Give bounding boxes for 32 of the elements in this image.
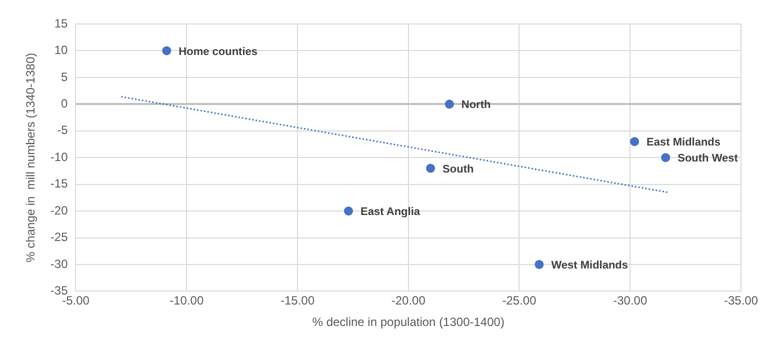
x-tick-label: -15.00: [280, 294, 315, 308]
y-tick-label: 10: [54, 43, 68, 58]
y-tick-label: -5: [57, 123, 68, 138]
annotation: North: [461, 99, 492, 112]
annotation: West Midlands: [551, 260, 628, 272]
x-tick-label: -10.00: [170, 294, 204, 308]
point: [661, 153, 670, 162]
point: [630, 137, 640, 146]
x-tick-label: -30.00: [613, 294, 648, 308]
point: [534, 260, 544, 269]
y-tick-label: 5: [61, 70, 68, 84]
annotation: East Midlands: [646, 136, 721, 149]
x-tick-label: -35.00: [724, 294, 758, 308]
annotation: East Anglia: [360, 206, 421, 218]
y-tick-label: -10: [50, 150, 68, 164]
y-tick-label: -20: [50, 203, 68, 218]
annotation: South: [442, 163, 474, 176]
point: [444, 100, 454, 109]
annotation: Home counties: [178, 46, 258, 58]
annotation: South West: [678, 152, 738, 165]
point: [426, 164, 436, 173]
point: [344, 206, 353, 216]
y-tick-label: 0: [61, 96, 68, 110]
x-axis-title: % decline in population (1300-1400): [312, 315, 504, 330]
x-tick-label: -25.00: [502, 294, 537, 308]
y-tick-label: -25: [50, 230, 68, 244]
y-tick-label: -30: [50, 256, 68, 271]
y-tick-label: 15: [54, 16, 68, 30]
y-axis-title: % change in mill numbers (1340-1380): [24, 52, 38, 262]
point: [162, 46, 172, 56]
y-tick-label: -15: [50, 176, 68, 191]
x-tick-label: -20.00: [391, 294, 426, 308]
